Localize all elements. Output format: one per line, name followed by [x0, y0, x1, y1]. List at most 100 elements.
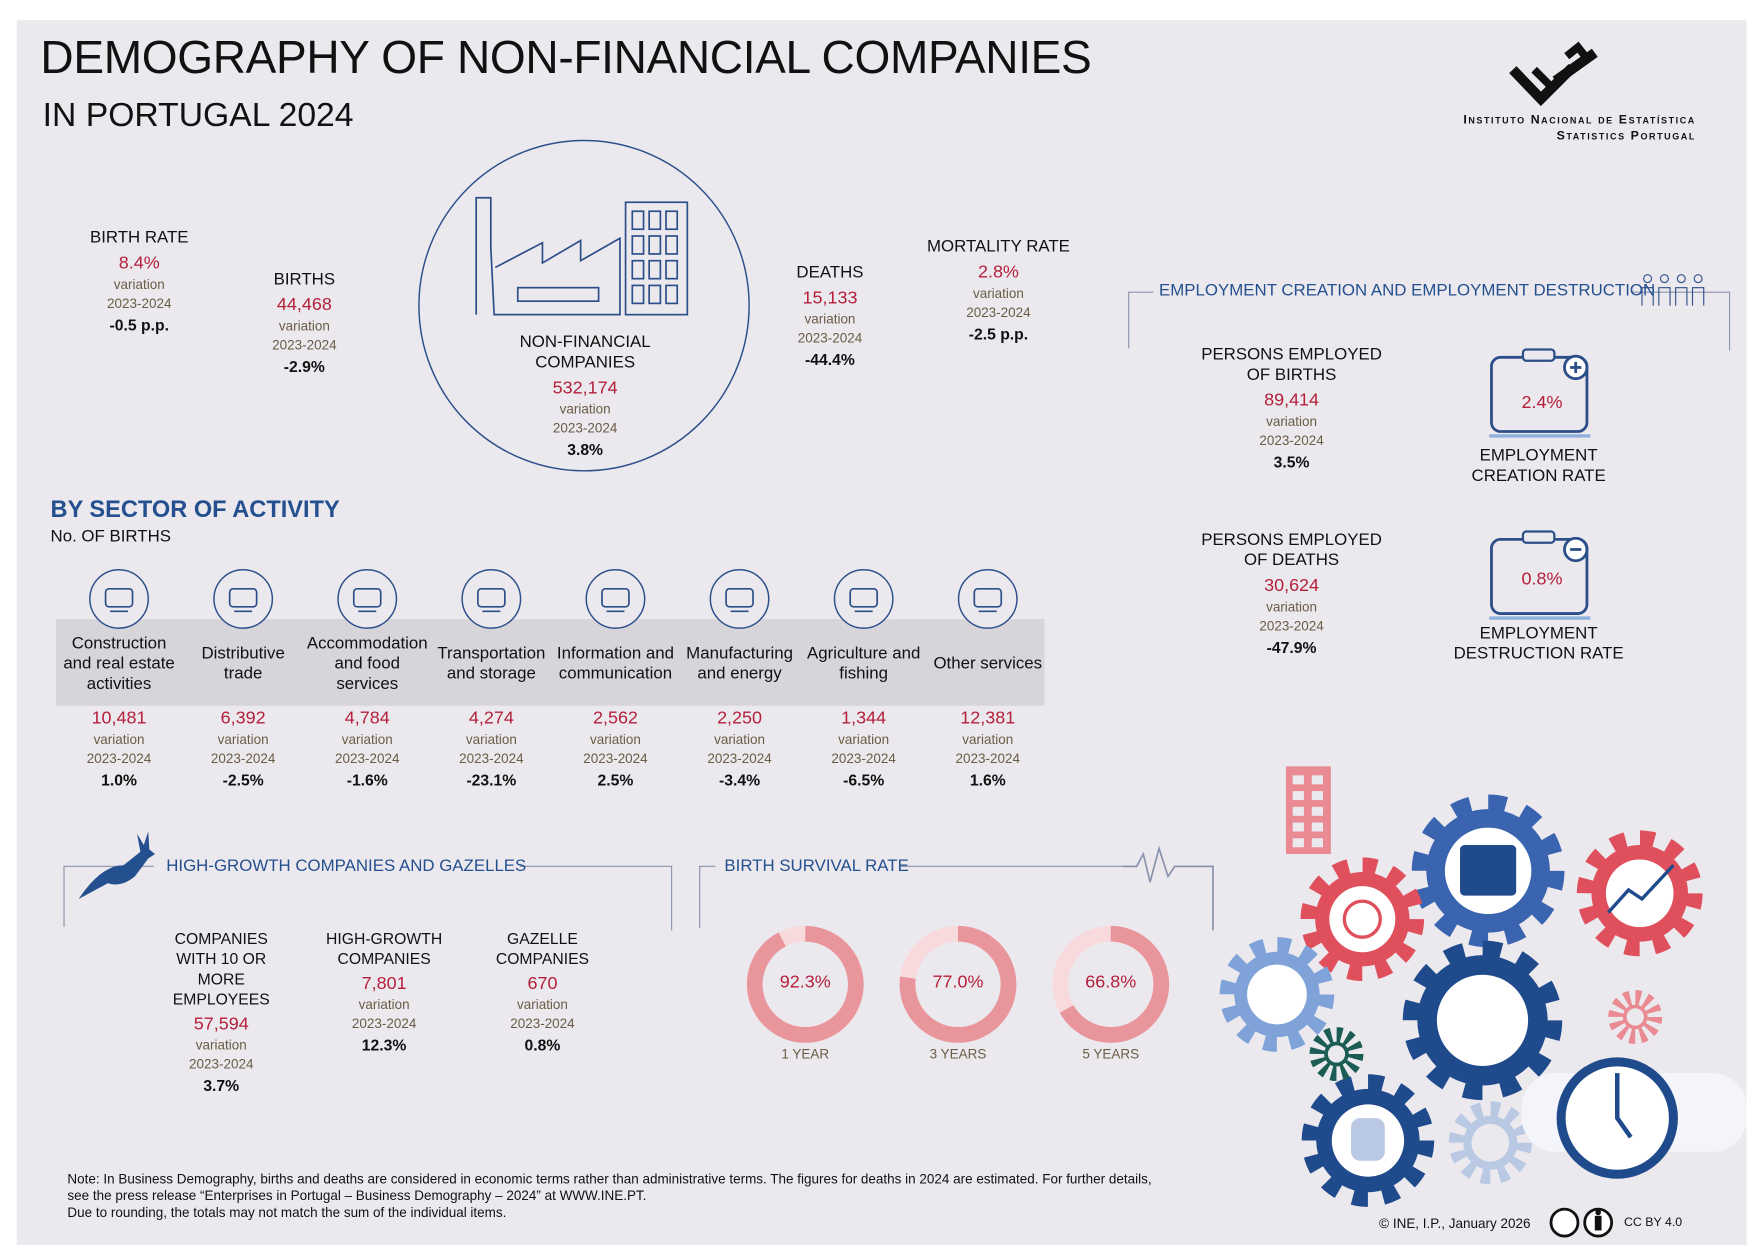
sector-icon-glyph — [973, 587, 1003, 608]
variation-label: variation — [972, 285, 1024, 302]
stat-value: 15,133 — [802, 288, 858, 308]
stat-block: HIGH-GROWTH COMPANIES 7,801 variation 2023-… — [317, 928, 452, 1056]
stat-label: MORTALITY RATE — [926, 237, 1070, 257]
gear-teeth — [1309, 1027, 1364, 1081]
building-window — [665, 235, 679, 255]
gazelle-icon — [78, 831, 155, 899]
rate-value: 2.4% — [1521, 393, 1563, 413]
variation: 3.7% — [203, 1076, 240, 1095]
variation: 2.5% — [597, 770, 634, 789]
gear-center — [1436, 974, 1529, 1066]
period: 2023-2024 — [707, 750, 772, 767]
sector-icon-glyph — [477, 587, 506, 608]
period: 2023-2024 — [189, 1056, 254, 1073]
variation: -0.5 p.p. — [109, 315, 169, 334]
period: 2023-2024 — [86, 750, 152, 767]
sector-icon — [461, 568, 522, 629]
variation: -44.4% — [805, 350, 855, 369]
calculator-deco — [1460, 845, 1517, 896]
variation: -23.1% — [466, 770, 517, 789]
cc-icon — [1549, 1207, 1580, 1238]
period: 2023-2024 — [831, 750, 896, 767]
license: CC BY 4.0 — [1624, 1215, 1683, 1230]
variation-label: variation — [93, 731, 145, 748]
stat-label: HIGH-GROWTH COMPANIES — [326, 929, 443, 968]
sector-name: Manufacturing and energy — [686, 643, 793, 684]
companies-circle — [418, 139, 750, 472]
sector-band — [56, 619, 1045, 706]
variation-label: variation — [1266, 598, 1318, 615]
variation: -3.4% — [719, 770, 761, 789]
stat-block: 4,274 variation 2023-2024 -23.1% — [430, 708, 554, 791]
variation: 3.5% — [1273, 452, 1310, 471]
org-name-en: Statistics Portugal — [1556, 129, 1696, 143]
bracket — [519, 865, 673, 931]
gear-teeth — [1402, 940, 1563, 1101]
building-window — [665, 210, 679, 231]
sector-icon — [585, 568, 646, 629]
variation-label: variation — [1266, 413, 1318, 430]
period: 2023-2024 — [210, 750, 276, 767]
variation: -47.9% — [1266, 638, 1317, 657]
bracket — [1630, 291, 1731, 351]
stat-value: 30,624 — [1264, 576, 1320, 596]
gear-teeth — [1219, 937, 1335, 1052]
heartbeat-icon — [1123, 845, 1214, 931]
rate-label: EMPLOYMENT DESTRUCTION RATE — [1453, 623, 1624, 663]
building-deco-window — [1311, 791, 1324, 801]
variation: 3.8% — [567, 440, 604, 459]
stat-block: 12,381 variation 2023-2024 1.6% — [926, 708, 1050, 791]
sector-name: Information and communication — [556, 643, 674, 684]
variation-label: variation — [278, 318, 330, 334]
building-window — [665, 284, 679, 305]
stat-label: COMPANIES WITH 10 OR MORE EMPLOYEES — [172, 929, 270, 1008]
sector-name: Other services — [933, 653, 1043, 674]
section-title: BY SECTOR OF ACTIVITY — [50, 496, 340, 523]
donut-category: 5 YEARS — [1082, 1046, 1140, 1062]
sector-name-box: Manufacturing and energy — [677, 629, 803, 699]
sector-name-box: Distributive trade — [180, 629, 306, 699]
sector-name: Construction and real estate activities — [63, 633, 175, 694]
donut-arc — [746, 925, 864, 1043]
gear-teeth — [1301, 1074, 1435, 1207]
sector-name-box: Information and communication — [553, 629, 679, 699]
rate-value: 0.8% — [1521, 569, 1563, 589]
gear-teeth — [1300, 857, 1425, 981]
bracket — [1128, 291, 1154, 349]
stat-block: BIRTHS 44,468 variation 2023-2024 -2.9% — [243, 270, 367, 378]
stat-block: 10,481 variation 2023-2024 1.0% — [57, 708, 181, 791]
building-deco-window — [1292, 822, 1304, 832]
sector-icon — [337, 568, 398, 629]
variation-label: variation — [465, 731, 517, 748]
building-deco-window — [1311, 822, 1324, 832]
variation: -6.5% — [843, 770, 885, 789]
sector-name: Transportation and storage — [437, 643, 546, 684]
factory-icon — [475, 196, 621, 316]
variation: 1.6% — [969, 770, 1006, 789]
variation-label: variation — [358, 996, 410, 1013]
stat-value: 10,481 — [91, 709, 147, 729]
period: 2023-2024 — [107, 295, 172, 312]
footer-note: Due to rounding, the totals may not matc… — [67, 1204, 507, 1221]
person-icon — [1693, 274, 1703, 284]
variation-label: variation — [714, 731, 766, 748]
stat-block: GAZELLE COMPANIES 670 variation 2023-2024 0.… — [475, 928, 610, 1056]
sector-name: Agriculture and fishing — [807, 643, 921, 684]
variation-label: variation — [804, 311, 856, 327]
variation: -2.5 p.p. — [968, 324, 1029, 343]
stat-block: 6,392 variation 2023-2024 -2.5% — [181, 708, 305, 791]
stat-label: PERSONS EMPLOYED OF BIRTHS — [1201, 344, 1382, 385]
variation: 12.3% — [361, 1036, 407, 1055]
sector-name: Accommodation and food services — [306, 633, 428, 694]
period: 2023-2024 — [1259, 618, 1324, 634]
person-icon — [1643, 274, 1653, 284]
stat-label: PERSONS EMPLOYED OF DEATHS — [1201, 530, 1382, 570]
section-title: BIRTH SURVIVAL RATE — [724, 856, 909, 876]
building-window — [631, 284, 645, 305]
stat-value: 532,174 — [552, 378, 618, 398]
cc-icon-person — [1594, 1215, 1602, 1231]
stat-block: BIRTH RATE 8.4% variation 2023-2024 -0.5 p.p… — [66, 228, 212, 336]
stat-block: NON-FINANCIAL COMPANIES 532,174 variation 2… — [507, 333, 664, 461]
